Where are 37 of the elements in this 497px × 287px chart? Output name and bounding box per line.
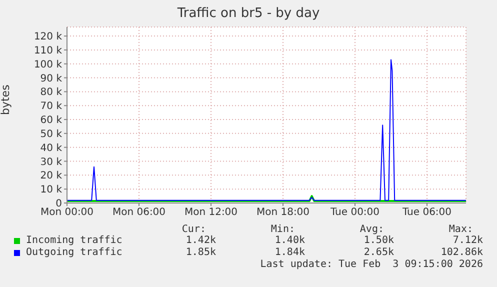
- x-tick-label: Mon 06:00: [112, 207, 166, 218]
- chart-title: Traffic on br5 - by day: [176, 6, 321, 21]
- y-tick-label: 60 k: [40, 115, 62, 126]
- text: 1.40k: [274, 235, 305, 246]
- x-tick-label: Mon 00:00: [40, 207, 94, 218]
- text: Cur:: [182, 224, 206, 235]
- line-series: [67, 59, 466, 201]
- y-tick-label: 110 k: [34, 46, 62, 57]
- text: 2.65k: [364, 247, 394, 258]
- y-tick-label: 40 k: [40, 142, 62, 154]
- text: 1.85k: [186, 247, 216, 258]
- y-tick-label: 0: [56, 198, 62, 210]
- y-tick-label: 90 k: [40, 73, 62, 84]
- y-tick-label: 80 k: [40, 87, 62, 98]
- y-tick-label: 70 k: [40, 101, 62, 112]
- text: Max:: [448, 224, 473, 235]
- y-tick-label: 20 k: [40, 170, 62, 182]
- x-tick-label: Tue 06:00: [401, 207, 452, 218]
- text: 1.84k: [274, 247, 305, 258]
- text: Min:: [270, 224, 295, 235]
- legend-label: Outgoing traffic: [26, 247, 122, 258]
- text: 1.50k: [364, 235, 394, 246]
- y-tick-label: 30 k: [40, 156, 62, 168]
- text: Last update: Tue Feb 3 09:15:00 2026: [260, 259, 483, 270]
- y-tick-label: 100 k: [34, 59, 62, 70]
- legend-label: Incoming traffic: [26, 235, 122, 246]
- x-tick-label: Mon 18:00: [256, 207, 310, 218]
- x-tick-label: Tue 00:00: [329, 207, 380, 218]
- y-tick-label: 120 k: [34, 32, 62, 43]
- y-axis-title: bytes: [0, 84, 12, 115]
- text: 102.86k: [440, 247, 483, 258]
- text: Avg:: [360, 224, 384, 235]
- text: 1.42k: [186, 235, 216, 246]
- text: 7.12k: [452, 235, 483, 246]
- y-tick-label: 50 k: [40, 128, 62, 140]
- y-tick-label: 10 k: [40, 184, 62, 196]
- x-tick-label: Mon 12:00: [184, 207, 238, 218]
